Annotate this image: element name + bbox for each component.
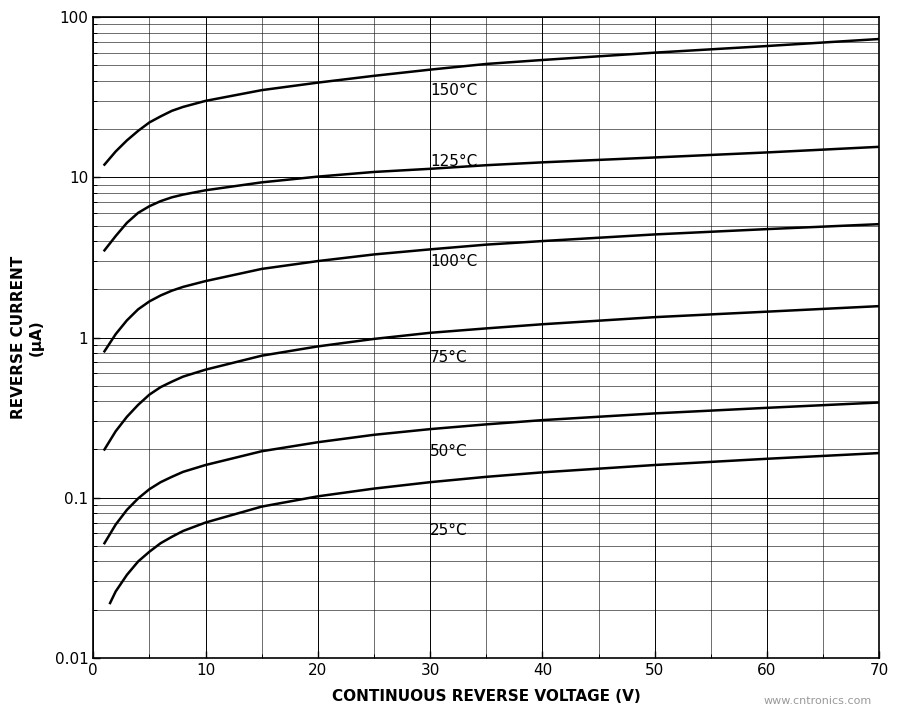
Text: 150°C: 150°C xyxy=(430,83,477,98)
Text: 25°C: 25°C xyxy=(430,523,468,538)
Text: 100°C: 100°C xyxy=(430,254,477,269)
X-axis label: CONTINUOUS REVERSE VOLTAGE (V): CONTINUOUS REVERSE VOLTAGE (V) xyxy=(332,689,641,704)
Y-axis label: REVERSE CURRENT
(μA): REVERSE CURRENT (μA) xyxy=(11,256,43,419)
Text: www.cntronics.com: www.cntronics.com xyxy=(763,696,871,706)
Text: 50°C: 50°C xyxy=(430,444,468,459)
Text: 75°C: 75°C xyxy=(430,350,468,365)
Text: 125°C: 125°C xyxy=(430,154,477,169)
